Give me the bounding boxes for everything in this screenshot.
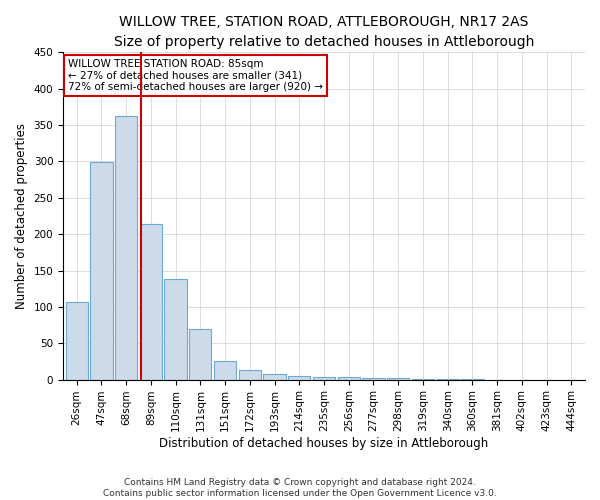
Bar <box>362 378 385 380</box>
Y-axis label: Number of detached properties: Number of detached properties <box>15 123 28 309</box>
Bar <box>189 330 211 380</box>
Bar <box>115 116 137 380</box>
Bar <box>288 376 310 380</box>
Bar <box>461 379 484 380</box>
Bar <box>140 224 162 380</box>
Bar <box>387 378 409 380</box>
Bar <box>164 278 187 380</box>
Bar <box>437 379 459 380</box>
Title: WILLOW TREE, STATION ROAD, ATTLEBOROUGH, NR17 2AS
Size of property relative to d: WILLOW TREE, STATION ROAD, ATTLEBOROUGH,… <box>114 15 534 48</box>
Bar <box>239 370 261 380</box>
Bar <box>412 379 434 380</box>
Bar <box>313 376 335 380</box>
Bar <box>338 378 360 380</box>
Text: Contains HM Land Registry data © Crown copyright and database right 2024.
Contai: Contains HM Land Registry data © Crown c… <box>103 478 497 498</box>
Text: WILLOW TREE STATION ROAD: 85sqm
← 27% of detached houses are smaller (341)
72% o: WILLOW TREE STATION ROAD: 85sqm ← 27% of… <box>68 59 323 92</box>
Bar <box>90 162 113 380</box>
Bar <box>263 374 286 380</box>
Bar <box>65 302 88 380</box>
X-axis label: Distribution of detached houses by size in Attleborough: Distribution of detached houses by size … <box>160 437 488 450</box>
Bar <box>214 362 236 380</box>
